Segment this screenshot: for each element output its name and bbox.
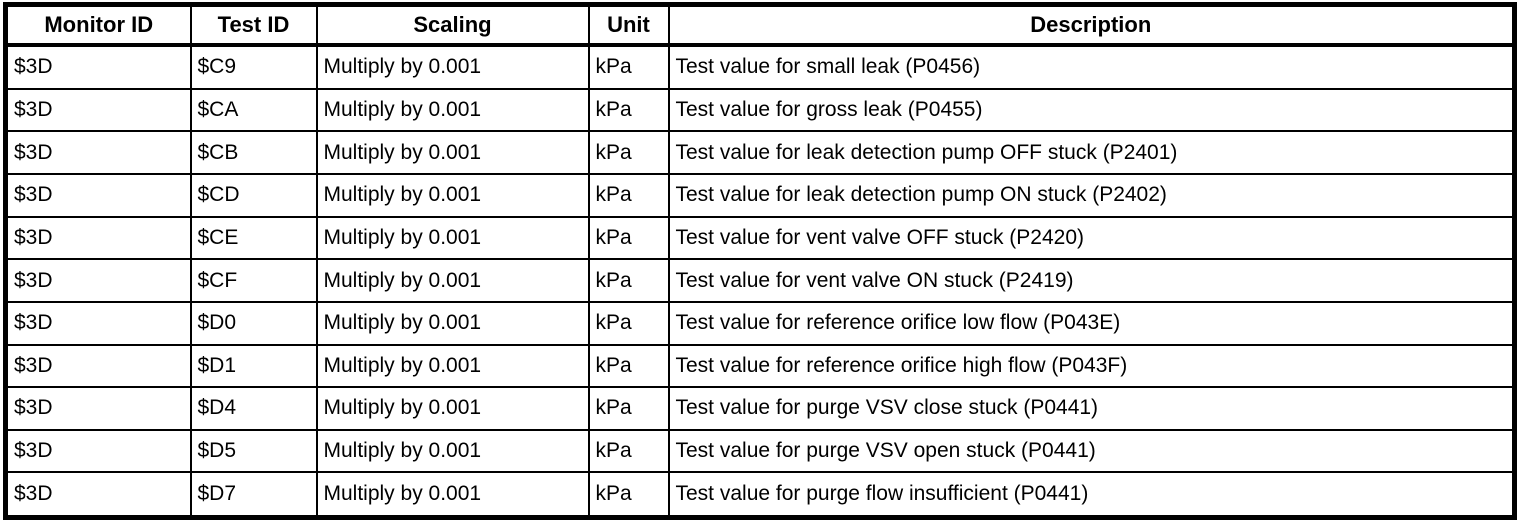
table-cell-monitor-id: $3D [4,130,192,176]
table-cell-description: Test value for reference orifice high fl… [667,343,1516,389]
table-cell-scaling: Multiply by 0.001 [315,428,590,474]
table-cell-description: Test value for gross leak (P0455) [667,87,1516,133]
table-cell-scaling: Multiply by 0.001 [315,87,590,133]
table-cell-monitor-id: $3D [4,428,192,474]
table-cell-unit: kPa [587,258,670,303]
table-cell-monitor-id: $3D [4,215,192,261]
table-row: $3D $CD Multiply by 0.001 kPa Test value for… [4,173,1516,218]
table-cell-unit: kPa [587,471,670,519]
table-cell-unit: kPa [587,215,670,261]
table-cell-description: Test value for vent valve ON stuck (P241… [667,258,1516,303]
table-cell-monitor-id: $3D [4,258,192,303]
table-cell-test-id: $D4 [189,386,318,431]
table-cell-test-id: $CA [189,87,318,133]
column-header-description: Description [667,3,1516,47]
table-cell-scaling: Multiply by 0.001 [315,130,590,176]
table-cell-description: Test value for purge VSV close stuck (P0… [667,386,1516,431]
table-row: $3D $D1 Multiply by 0.001 kPa Test value for… [4,343,1516,389]
table-row: $3D $D4 Multiply by 0.001 kPa Test value for… [4,386,1516,431]
table-cell-test-id: $CD [189,173,318,218]
table-cell-test-id: $CB [189,130,318,176]
table-cell-unit: kPa [587,343,670,389]
table-cell-test-id: $D7 [189,471,318,519]
table-cell-test-id: $CF [189,258,318,303]
table-cell-monitor-id: $3D [4,471,192,519]
table-cell-test-id: $C9 [189,43,318,90]
column-header-scaling: Scaling [315,3,590,47]
table-row: $3D $CB Multiply by 0.001 kPa Test value for… [4,130,1516,176]
table-cell-description: Test value for vent valve OFF stuck (P24… [667,215,1516,261]
table-cell-description: Test value for reference orifice low flo… [667,300,1516,346]
column-header-monitor-id: Monitor ID [4,3,192,47]
table-cell-unit: kPa [587,43,670,90]
table-row: $3D $D0 Multiply by 0.001 kPa Test value for… [4,300,1516,346]
table-cell-scaling: Multiply by 0.001 [315,258,590,303]
table-cell-scaling: Multiply by 0.001 [315,173,590,218]
table-cell-scaling: Multiply by 0.001 [315,386,590,431]
table-cell-description: Test value for purge flow insufficient (… [667,471,1516,519]
table-cell-monitor-id: $3D [4,173,192,218]
table-cell-scaling: Multiply by 0.001 [315,471,590,519]
table-cell-unit: kPa [587,300,670,346]
header-row: Monitor ID Test ID Scaling Unit Description [4,3,1516,47]
table-cell-test-id: $D0 [189,300,318,346]
table-row: $3D $CE Multiply by 0.001 kPa Test value for… [4,215,1516,261]
table-cell-unit: kPa [587,428,670,474]
table-cell-test-id: $CE [189,215,318,261]
table-cell-monitor-id: $3D [4,43,192,90]
table-cell-description: Test value for small leak (P0456) [667,43,1516,90]
table-cell-scaling: Multiply by 0.001 [315,300,590,346]
table-cell-unit: kPa [587,173,670,218]
table-cell-test-id: $D5 [189,428,318,474]
column-header-test-id: Test ID [189,3,318,47]
table-cell-unit: kPa [587,87,670,133]
table-body: $3D $C9 Multiply by 0.001 kPa Test value for… [4,43,1516,519]
table-cell-description: Test value for leak detection pump OFF s… [667,130,1516,176]
table-cell-scaling: Multiply by 0.001 [315,343,590,389]
table-cell-scaling: Multiply by 0.001 [315,43,590,90]
table-cell-monitor-id: $3D [4,386,192,431]
table-row: $3D $CF Multiply by 0.001 kPa Test value for… [4,258,1516,303]
table-row: $3D $C9 Multiply by 0.001 kPa Test value for… [4,43,1516,90]
table-row: $3D $D7 Multiply by 0.001 kPa Test value for… [4,471,1516,519]
table-cell-monitor-id: $3D [4,343,192,389]
table-cell-description: Test value for purge VSV open stuck (P04… [667,428,1516,474]
table-cell-description: Test value for leak detection pump ON st… [667,173,1516,218]
table-header: Monitor ID Test ID Scaling Unit Description [4,3,1516,47]
table-cell-unit: kPa [587,386,670,431]
column-header-unit: Unit [587,3,670,47]
table-cell-scaling: Multiply by 0.001 [315,215,590,261]
monitor-test-table: Monitor ID Test ID Scaling Unit Description … [3,2,1517,520]
table-cell-monitor-id: $3D [4,87,192,133]
table-row: $3D $CA Multiply by 0.001 kPa Test value for… [4,87,1516,133]
table-cell-monitor-id: $3D [4,300,192,346]
table-cell-unit: kPa [587,130,670,176]
table-row: $3D $D5 Multiply by 0.001 kPa Test value for… [4,428,1516,474]
table-cell-test-id: $D1 [189,343,318,389]
